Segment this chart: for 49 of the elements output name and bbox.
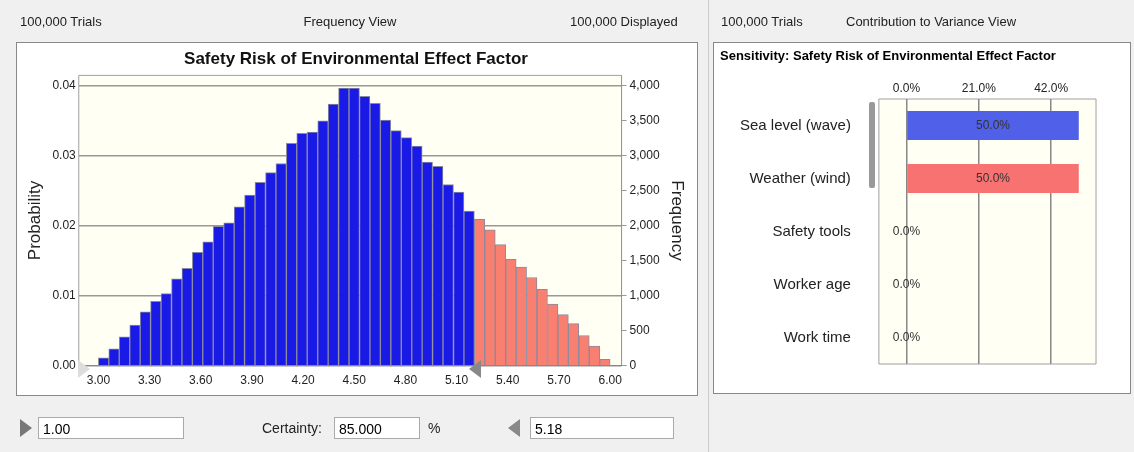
chart-title: Sensitivity: Safety Risk of Environmental Effect Factor (720, 48, 1056, 64)
y-tick-label: Work time (783, 327, 851, 345)
y-tick-label: Sea level (wave) (739, 115, 851, 133)
y2-axis-title: Frequency (668, 180, 688, 262)
text: 85.000 (334, 417, 420, 439)
text: 100,000 Trials (20, 14, 102, 29)
x-tick-label: 5.40 (496, 373, 520, 388)
y2-tick-label: 0 (629, 357, 637, 372)
x-tick-label: 3.30 (137, 373, 162, 388)
x-tick-label: 3.60 (189, 373, 213, 388)
x-tick-label: 0.0% (892, 81, 921, 96)
y-tick-label: Worker age (773, 274, 851, 292)
x-tick-label: 3.90 (240, 373, 264, 388)
x-tick-label: 6.00 (598, 373, 623, 388)
y-axis-title: Probability (24, 180, 44, 261)
text: 5.18 (530, 417, 674, 439)
y2-tick-label: 2,000 (629, 218, 660, 233)
x-tick-label: 4.50 (342, 373, 367, 388)
x-tick-label: 42.0% (1034, 81, 1069, 96)
y2-tick-label: 4,000 (629, 78, 660, 93)
y2-tick-label: 500 (629, 322, 650, 337)
y2-tick-label: 3,000 (629, 148, 660, 163)
y-tick-label: 0.00 (52, 357, 77, 372)
text: 100,000 Trials (721, 14, 803, 29)
x-tick-label: 4.80 (393, 373, 418, 388)
x-tick-label: 5.70 (547, 373, 571, 388)
y2-tick-label: 1,500 (629, 253, 660, 268)
y2-tick-label: 3,500 (629, 113, 660, 128)
data-label: 50.0% (975, 117, 1011, 132)
y2-tick-label: 2,500 (629, 183, 660, 198)
y-tick-label: 0.01 (52, 287, 77, 302)
y-tick-label: Safety tools (772, 221, 851, 239)
x-tick-label: 3.00 (86, 373, 111, 388)
x-tick-label: 5.10 (444, 373, 469, 388)
chart-title: Safety Risk of Environmental Effect Factor (184, 48, 529, 68)
y-tick-label: 0.02 (52, 218, 77, 233)
text: Contribution to Variance View (846, 14, 1017, 29)
text: 1.00 (38, 417, 184, 439)
y-tick-label: Weather (wind) (749, 168, 851, 186)
y-tick-label: 0.04 (52, 78, 77, 93)
text: Frequency View (302, 14, 398, 29)
y-tick-label: 0.03 (52, 148, 77, 163)
x-tick-label: 4.20 (291, 373, 316, 388)
text: % (428, 420, 441, 436)
data-label: 50.0% (975, 170, 1011, 185)
x-tick-label: 21.0% (961, 81, 997, 96)
y2-tick-label: 1,000 (629, 287, 660, 302)
text: 100,000 Displayed (570, 14, 678, 29)
text: Certainty: (262, 420, 322, 436)
